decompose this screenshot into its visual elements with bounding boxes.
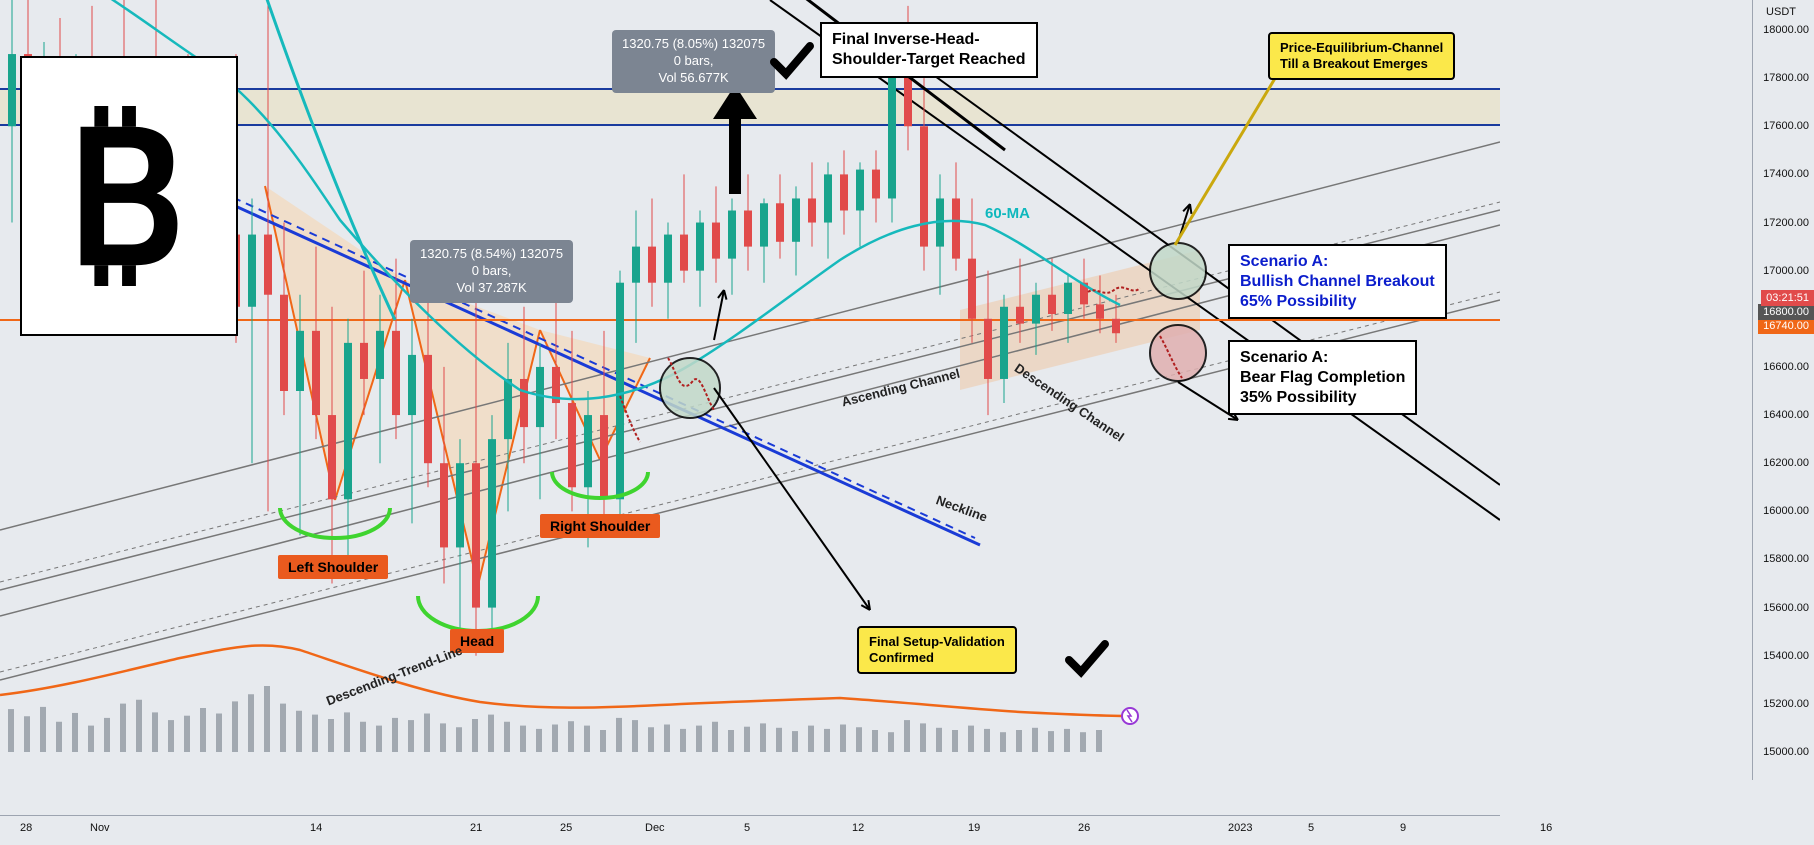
price-tick: 16600.00 [1763,361,1809,373]
price-tooltip: 1320.75 (8.05%) 1320750 bars,Vol 56.677K [612,30,775,93]
channel-label: Descending Channel [1012,360,1127,444]
callout-box: Scenario A:Bullish Channel Breakout65% P… [1228,244,1447,319]
time-tick: 5 [744,822,750,834]
channel-label: Ascending Channel [840,366,961,410]
price-tick: 18000.00 [1763,24,1809,36]
time-tick: 9 [1400,822,1406,834]
price-tick: 15200.00 [1763,698,1809,710]
callout-box: Final Inverse-Head-Shoulder-Target Reach… [820,22,1038,78]
time-tick: 21 [470,822,482,834]
price-tick: 16400.00 [1763,409,1809,421]
channel-label: Descending-Trend-Line [324,643,464,709]
price-tick: 15800.00 [1763,553,1809,565]
time-tick: 2023 [1228,822,1252,834]
currency-label: USDT [1766,6,1796,18]
price-tooltip: 1320.75 (8.54%) 1320750 bars,Vol 37.287K [410,240,573,303]
price-tick: 17200.00 [1763,217,1809,229]
checkmark-icon [1065,638,1109,683]
time-axis: 28Nov142125Dec512192620235916 [0,815,1500,845]
time-tick: 28 [20,822,32,834]
price-tag: 16740.00 [1758,318,1814,334]
chart-area[interactable]: 60-MA 1320.75 (8.05%) 1320750 bars,Vol 5… [0,0,1500,780]
price-tick: 16200.00 [1763,457,1809,469]
price-axis: USDT 18000.00 17800.00 17600.00 17400.00 172… [1752,0,1814,780]
price-tick: 17600.00 [1763,120,1809,132]
time-tick: 25 [560,822,572,834]
btc-logo-box [20,56,238,336]
callout-box: Price-Equilibrium-ChannelTill a Breakout… [1268,32,1455,80]
time-tick: 12 [852,822,864,834]
callout-box: Scenario A:Bear Flag Completion35% Possi… [1228,340,1417,415]
price-tick: 16000.00 [1763,505,1809,517]
price-tag: 16800.00 [1758,304,1814,320]
time-tick: 26 [1078,822,1090,834]
price-tick: 15600.00 [1763,602,1809,614]
price-tick: 17800.00 [1763,72,1809,84]
time-tick: 5 [1308,822,1314,834]
time-tick: 16 [1540,822,1552,834]
price-tick: 15400.00 [1763,650,1809,662]
pattern-label: Left Shoulder [278,555,388,579]
price-tick: 15000.00 [1763,746,1809,758]
time-tick: 19 [968,822,980,834]
price-tick: 17000.00 [1763,265,1809,277]
channel-label: Neckline [934,492,989,524]
pattern-label: Right Shoulder [540,514,660,538]
time-tick: Dec [645,822,665,834]
price-tag: 03:21:51 [1761,290,1814,306]
time-tick: Nov [90,822,110,834]
bitcoin-icon [59,106,199,286]
price-tick: 17400.00 [1763,168,1809,180]
ma-label: 60-MA [985,205,1030,222]
checkmark-icon [770,40,814,85]
callout-box: Final Setup-ValidationConfirmed [857,626,1017,674]
time-tick: 14 [310,822,322,834]
